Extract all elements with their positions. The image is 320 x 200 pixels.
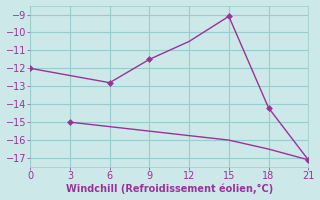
- X-axis label: Windchill (Refroidissement éolien,°C): Windchill (Refroidissement éolien,°C): [66, 184, 273, 194]
